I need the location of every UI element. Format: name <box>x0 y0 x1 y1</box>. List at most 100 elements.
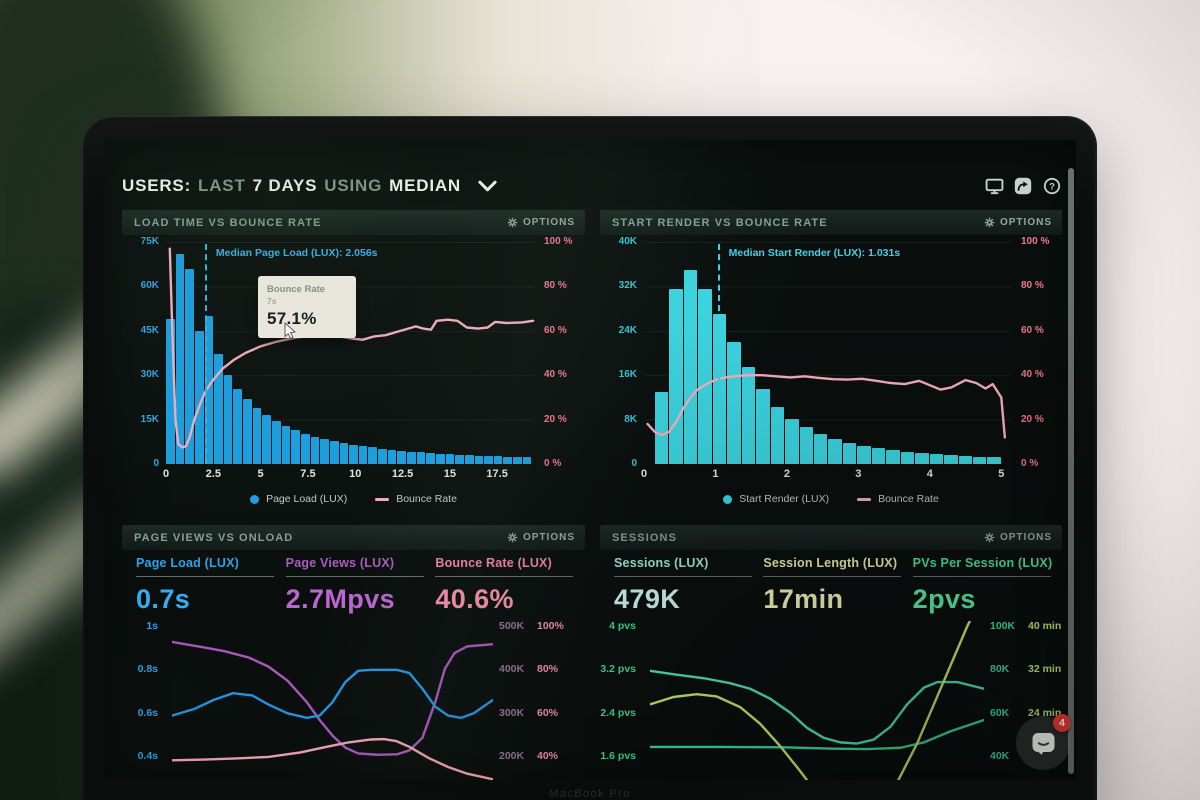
legend-item[interactable]: Page Load (LUX) <box>250 493 347 505</box>
histogram-bar[interactable] <box>185 268 194 464</box>
display-icon[interactable] <box>984 177 1004 196</box>
histogram-bar[interactable] <box>886 450 900 464</box>
histogram-bar[interactable] <box>756 389 770 464</box>
histogram-bar[interactable] <box>455 454 464 464</box>
options-button[interactable]: OPTIONS <box>507 217 575 228</box>
histogram-bar[interactable] <box>915 452 929 464</box>
histogram-bar[interactable] <box>291 430 300 464</box>
histogram-bar[interactable] <box>300 433 310 464</box>
histogram-bar[interactable] <box>669 289 683 464</box>
histogram-bar[interactable] <box>493 456 503 464</box>
histogram-bar[interactable] <box>683 269 698 464</box>
histogram-bar[interactable] <box>358 446 368 464</box>
legend-label: Page Load (LUX) <box>266 493 348 505</box>
histogram-bar[interactable] <box>416 452 426 464</box>
chat-button[interactable]: 4 <box>1016 714 1071 770</box>
legend-item[interactable]: Bounce Rate <box>857 493 939 505</box>
histogram-bar[interactable] <box>368 447 378 464</box>
share-icon[interactable] <box>1013 177 1033 196</box>
options-label: OPTIONS <box>522 532 575 543</box>
laptop: USERS: LAST 7 DAYS USING MEDIAN <box>83 116 1097 800</box>
histogram-bar[interactable] <box>929 454 944 464</box>
histogram-bar[interactable] <box>503 456 513 464</box>
histogram-bar[interactable] <box>464 455 474 464</box>
histogram-bar[interactable] <box>474 455 484 464</box>
stats-row: Page Load (LUX) 0.7s Page Views (LUX) 2.7Mp… <box>122 550 585 615</box>
histogram-bar[interactable] <box>785 418 799 464</box>
histogram-bar[interactable] <box>175 253 185 464</box>
histogram-bar[interactable] <box>349 444 358 464</box>
histogram-bar[interactable] <box>252 407 262 464</box>
stat-label: Sessions (LUX) <box>614 556 709 570</box>
histogram-bar[interactable] <box>799 427 814 464</box>
options-button[interactable]: OPTIONS <box>507 532 575 543</box>
histogram-bar[interactable] <box>272 421 281 464</box>
histogram-bar[interactable] <box>871 447 886 464</box>
histogram-bar[interactable] <box>407 451 416 464</box>
histogram-bar[interactable] <box>435 453 445 464</box>
histogram-bar[interactable] <box>310 436 320 464</box>
legend-line-icon <box>857 497 872 501</box>
histogram-bar[interactable] <box>522 457 532 464</box>
histogram-bar[interactable] <box>814 434 828 464</box>
histogram-bar[interactable] <box>987 457 1001 464</box>
users-range-dropdown[interactable]: USERS: LAST 7 DAYS USING MEDIAN <box>122 176 497 196</box>
stat-divider <box>136 576 274 577</box>
options-button[interactable]: OPTIONS <box>984 217 1052 228</box>
tooltip-x-value: 7s <box>267 296 277 306</box>
histogram-bar[interactable] <box>194 330 204 464</box>
histogram-bar[interactable] <box>857 445 871 464</box>
legend-item[interactable]: Bounce Rate <box>375 493 457 505</box>
histogram-bar[interactable] <box>397 450 407 464</box>
histogram-bar[interactable] <box>655 391 669 464</box>
y-axis-tick: 80K 32 min <box>990 663 1061 676</box>
scrollbar[interactable] <box>1068 168 1074 774</box>
help-icon[interactable]: ? <box>1042 177 1062 196</box>
y-axis-tick-secondary: 80K <box>990 663 1010 676</box>
histogram-bar[interactable] <box>698 289 712 464</box>
histogram-bar[interactable] <box>281 426 291 464</box>
y-axis-tick-tertiary: 60% <box>537 706 559 719</box>
stat-label: Page Views (LUX) <box>285 556 395 570</box>
stat-value: 17min <box>763 584 844 614</box>
histogram-bar[interactable] <box>387 449 397 464</box>
histogram-bar[interactable] <box>166 318 175 464</box>
histogram-bar[interactable] <box>770 406 785 464</box>
histogram-bar[interactable] <box>378 448 387 464</box>
stat-value: 2pvs <box>912 584 976 614</box>
histogram-bar[interactable] <box>320 439 329 464</box>
histogram-bar[interactable] <box>204 316 214 464</box>
options-button[interactable]: OPTIONS <box>984 532 1052 543</box>
y-axis-tick: 3.2 pvs <box>600 663 636 676</box>
header-segment: USERS: <box>122 176 192 195</box>
plot-area: 1s 0.8s 0.6s 0.4s 500K 100% 400K 80% 300K 60% 200… <box>122 621 585 780</box>
histogram-bar[interactable] <box>445 454 455 464</box>
header-segment: LAST <box>198 176 246 195</box>
y-axis-right: 100 % 80 % 60 % 40 % 20 % 0 % <box>1012 237 1062 469</box>
histogram-bar[interactable] <box>243 398 252 464</box>
stat-divider <box>763 576 902 577</box>
histogram-bar[interactable] <box>828 439 842 464</box>
histogram-bar[interactable] <box>727 341 741 464</box>
histogram-bar[interactable] <box>484 456 493 464</box>
histogram-bar[interactable] <box>958 455 972 464</box>
legend-item[interactable]: Start Render (LUX) <box>723 493 829 505</box>
histogram-bar[interactable] <box>513 456 522 464</box>
histogram-bar[interactable] <box>973 456 987 464</box>
histogram-bar[interactable] <box>329 441 339 464</box>
histogram-bar[interactable] <box>842 442 857 464</box>
y-axis-tick-secondary: 300K <box>499 706 525 719</box>
histogram-bar[interactable] <box>262 415 272 464</box>
histogram-bar[interactable] <box>223 375 233 464</box>
histogram-bar[interactable] <box>214 354 223 464</box>
histogram-bar[interactable] <box>233 388 243 464</box>
chat-bubble-icon <box>1032 733 1054 755</box>
histogram-bar[interactable] <box>339 442 349 464</box>
histogram-bar[interactable] <box>900 451 915 464</box>
histogram-bar[interactable] <box>741 366 756 464</box>
histogram-bar[interactable] <box>944 455 958 464</box>
y-axis-tick: 32K <box>618 280 637 292</box>
y-axis-tick: 4 pvs <box>609 620 636 632</box>
series-line <box>172 739 493 779</box>
histogram-bar[interactable] <box>426 453 435 464</box>
